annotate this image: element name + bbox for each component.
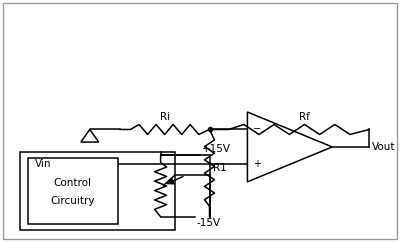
Text: Rf: Rf (299, 113, 310, 122)
Text: +: + (253, 159, 261, 169)
Text: −: − (253, 124, 261, 135)
Text: Vin: Vin (35, 159, 52, 169)
Text: Circuitry: Circuitry (51, 196, 95, 206)
Text: -15V: -15V (196, 218, 221, 228)
Text: +15V: +15V (202, 144, 231, 154)
Text: Control: Control (54, 178, 92, 188)
Text: Vout: Vout (372, 142, 396, 152)
Bar (28, 158, 118, 224)
Text: Ri: Ri (160, 113, 170, 122)
Text: R1: R1 (213, 163, 227, 173)
Bar (20, 152, 174, 230)
FancyBboxPatch shape (3, 3, 397, 239)
